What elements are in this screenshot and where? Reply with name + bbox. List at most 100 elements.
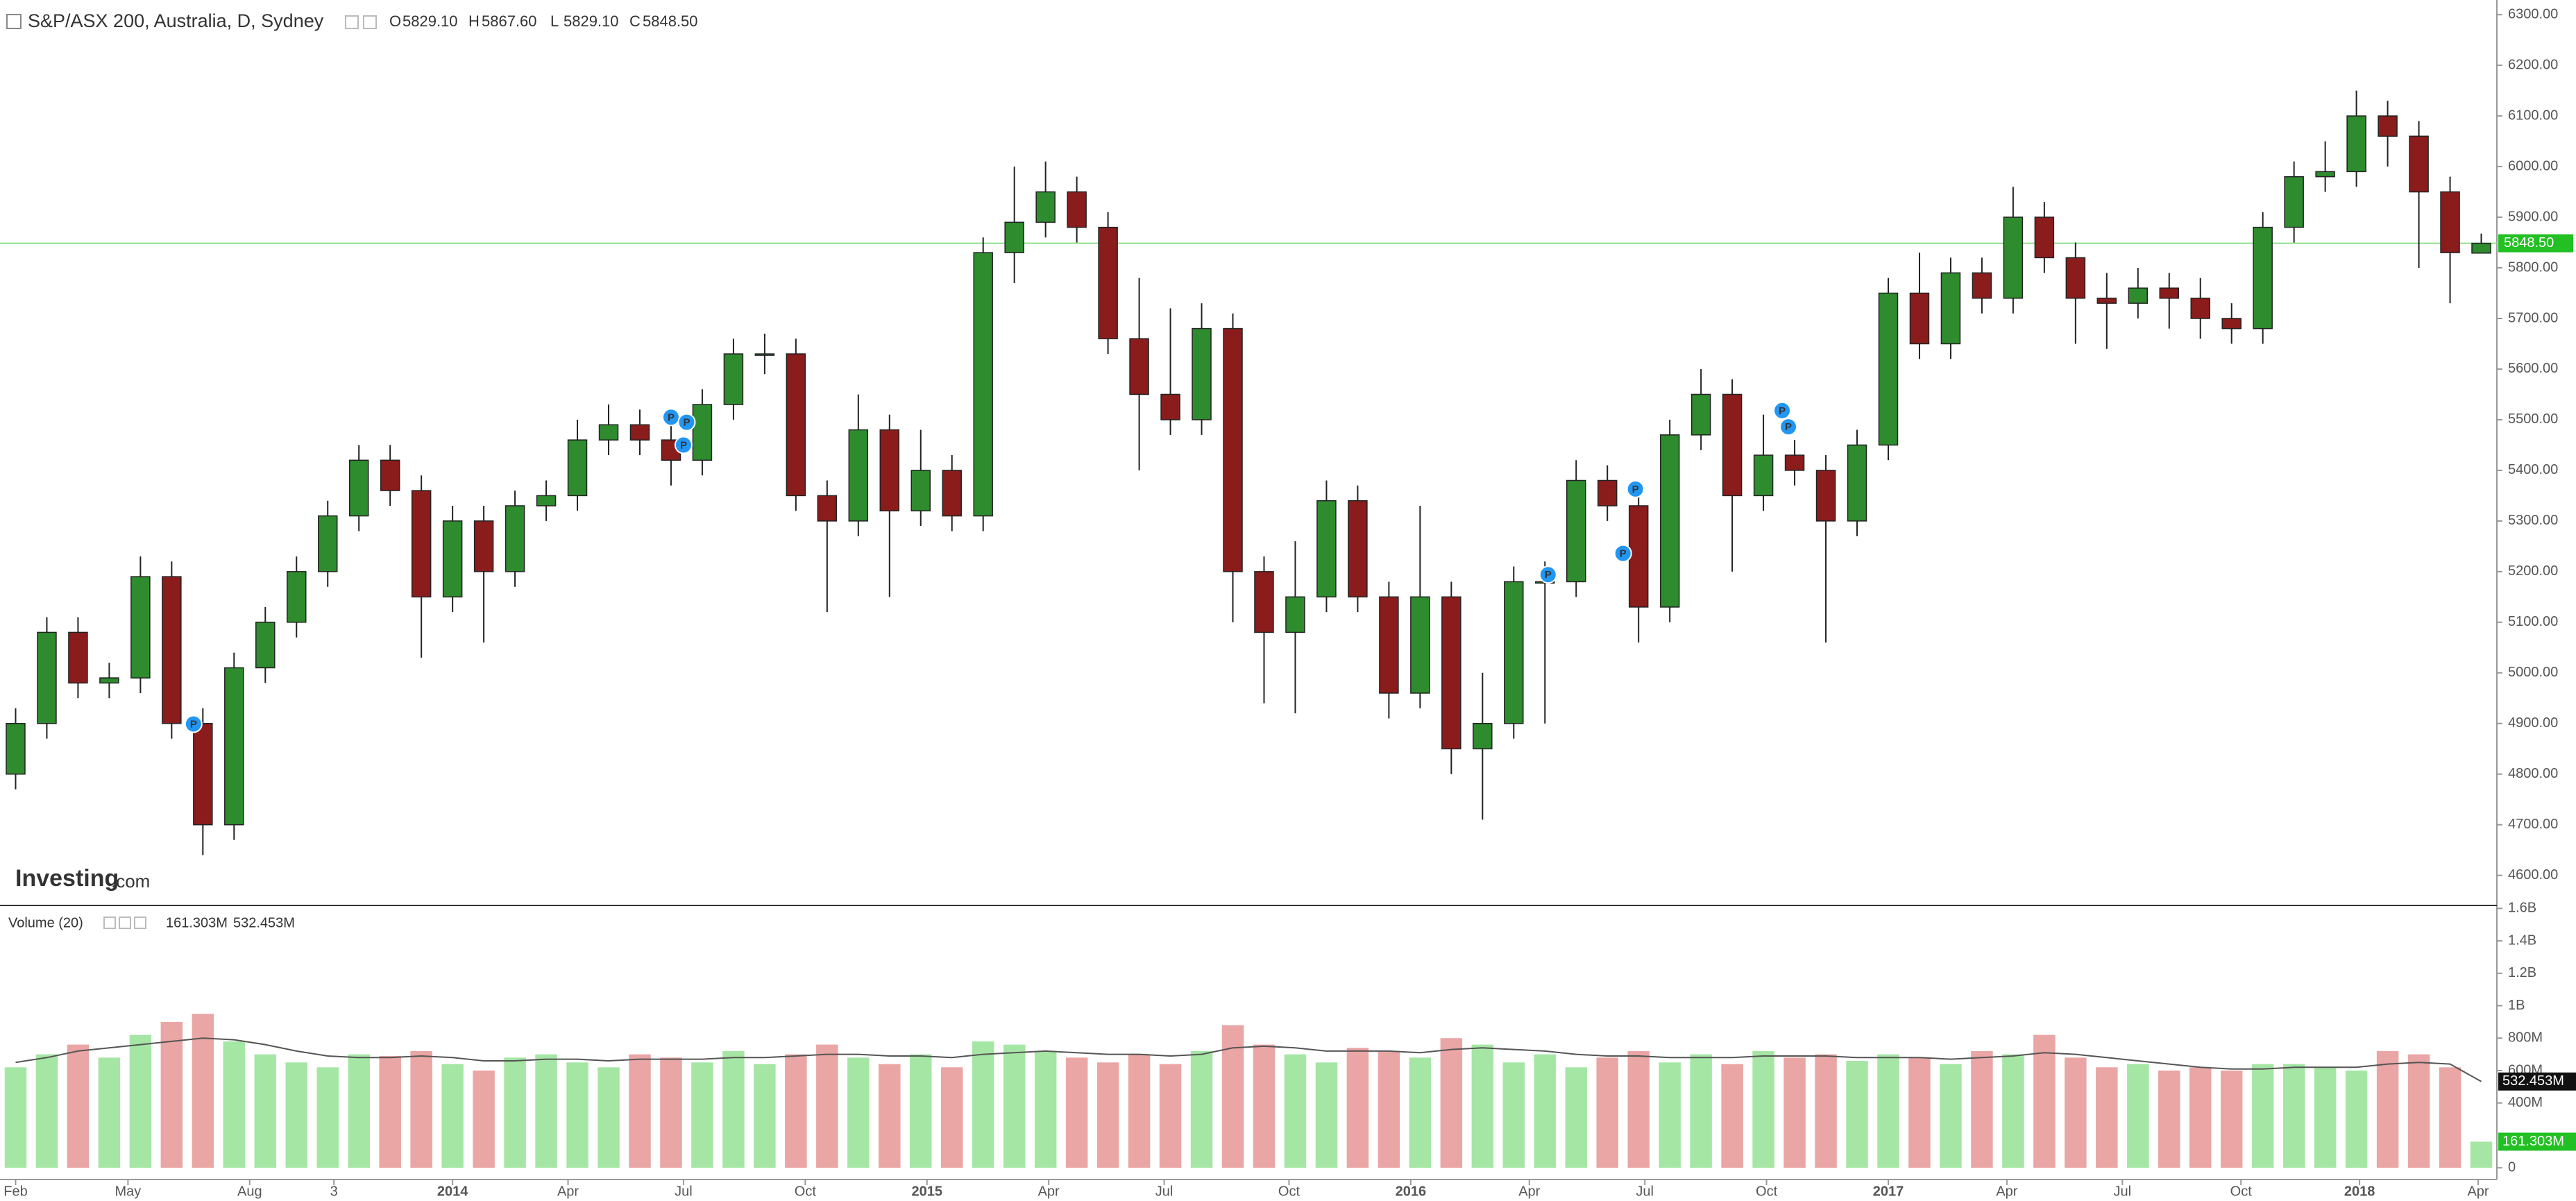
candle-body (1784, 454, 1805, 471)
volume-bar (379, 1055, 401, 1168)
volume-bar (67, 1044, 90, 1168)
ma-last-box (2498, 1072, 2576, 1091)
x-tick-label: Apr (1996, 1184, 2017, 1199)
x-tick-label: Feb (3, 1184, 27, 1199)
candle-body (2284, 176, 2304, 228)
volume-bar (2282, 1064, 2305, 1168)
volume-bar (1315, 1062, 1338, 1168)
candle-body (317, 515, 338, 572)
candle-body (1878, 292, 1899, 446)
volume-close-icon[interactable] (134, 917, 146, 929)
y-tick-label: 6100.00 (2508, 108, 2558, 123)
candle-body (1098, 226, 1118, 339)
event-marker (1626, 479, 1645, 498)
candle-body (2128, 287, 2149, 304)
settings-icon[interactable] (345, 15, 359, 29)
candle-body (2190, 298, 2210, 319)
x-tick-label: Apr (1518, 1184, 1540, 1199)
volume-hide-icon[interactable] (119, 917, 131, 929)
volume-bar (223, 1041, 246, 1168)
candle-body (1192, 327, 1212, 420)
volume-bar (910, 1054, 932, 1168)
candle-body (1504, 581, 1524, 724)
y-tick-label: 4700.00 (2508, 817, 2558, 832)
y-tick-label: 5800.00 (2508, 259, 2558, 275)
candle-body (1348, 500, 1368, 598)
last-price-label: 5848.50 (2504, 235, 2554, 250)
candle-body (1909, 292, 1930, 345)
ohlc-key: O (389, 12, 401, 30)
volume-bar (1128, 1054, 1151, 1168)
brand-suffix: .com (111, 871, 150, 892)
candle-body (37, 631, 57, 724)
volume-bar (660, 1057, 682, 1168)
volume-bar (2065, 1057, 2087, 1168)
volume-bar (940, 1067, 963, 1168)
volume-bar (2220, 1070, 2243, 1168)
y-tick-label: 1.6B (2508, 901, 2536, 916)
x-tick-label: Jul (1155, 1184, 1173, 1199)
ohlc-key: C (629, 12, 641, 30)
candle-body (1129, 338, 1149, 395)
candle-body (2221, 318, 2242, 330)
volume-bar (2439, 1067, 2461, 1168)
volume-bar (1221, 1025, 1244, 1168)
candle-body (754, 353, 775, 356)
y-tick-label: 4800.00 (2508, 766, 2558, 781)
volume-bar (1003, 1044, 1026, 1168)
volume-bar (1440, 1038, 1463, 1168)
candle-body (817, 495, 838, 522)
x-tick-label: 2018 (2344, 1184, 2375, 1199)
x-tick-label: May (115, 1184, 141, 1199)
event-marker-label: P (1545, 569, 1552, 581)
event-marker-label: P (1620, 548, 1627, 560)
volume-bar (2033, 1034, 2056, 1168)
event-marker (1779, 418, 1798, 436)
hide-icon[interactable] (363, 15, 377, 29)
candle-body (692, 404, 713, 461)
volume-bar (1096, 1062, 1119, 1168)
volume-bar (1471, 1044, 1494, 1168)
candle-body (68, 631, 88, 684)
volume-settings-icon[interactable] (103, 917, 116, 929)
event-marker-label: P (683, 417, 690, 429)
volume-bar (566, 1062, 588, 1168)
candle-body (536, 495, 557, 506)
candle-body (1473, 723, 1493, 749)
volume-bar (816, 1044, 838, 1168)
y-tick-label: 800M (2508, 1030, 2543, 1046)
candle-body (723, 353, 744, 405)
volume-bar (1346, 1048, 1369, 1168)
volume-bar (129, 1034, 152, 1168)
volume-bar (348, 1054, 370, 1168)
symbol-title: S&P/ASX 200, Australia, D, Sydney (28, 10, 324, 31)
volume-bar (722, 1050, 745, 1168)
candle-body (1753, 454, 1774, 497)
candle-body (2315, 171, 2335, 178)
volume-bar (2096, 1067, 2118, 1168)
candle-body (1254, 571, 1274, 633)
event-marker (1773, 401, 1792, 420)
candle-body (193, 723, 213, 826)
x-tick-label: Oct (2230, 1184, 2253, 1199)
volume-bar (1065, 1057, 1088, 1168)
volume-bar (1721, 1064, 1743, 1168)
y-tick-label: 1.4B (2508, 932, 2536, 948)
x-tick-label: 2015 (912, 1184, 943, 1199)
candle-body (162, 576, 182, 724)
volume-bar (1159, 1064, 1182, 1168)
collapse-icon[interactable] (6, 14, 22, 29)
volume-bar (1908, 1057, 1931, 1168)
event-marker-label: P (1779, 405, 1786, 417)
volume-bar (35, 1054, 58, 1168)
x-tick-label: 3 (330, 1184, 338, 1199)
last-price-box (2498, 234, 2573, 253)
volume-bar (2189, 1067, 2212, 1168)
volume-title: Volume (20) (8, 915, 83, 930)
y-tick-label: 5300.00 (2508, 513, 2558, 528)
candle-body (380, 459, 400, 491)
event-marker-label: P (190, 718, 197, 730)
volume-bar (847, 1057, 870, 1168)
event-marker-label: P (668, 411, 675, 423)
candle-body (2378, 115, 2398, 137)
